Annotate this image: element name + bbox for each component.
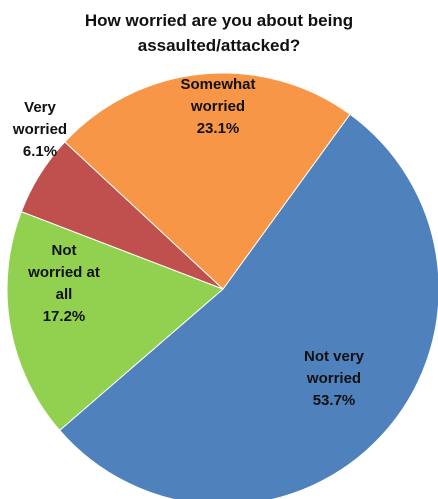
chart-title-line-2: assaulted/attacked? xyxy=(137,36,301,55)
label-not-worried-at-all-line-1: Not xyxy=(52,242,77,259)
label-not-worried-at-all: Not worried at all 17.2% xyxy=(27,242,100,325)
pie-labels: Not very worried 53.7% Not worried at all 17.2… xyxy=(12,76,365,409)
slice-somewhat-worried xyxy=(64,72,351,290)
label-somewhat-worried-line-1: Somewhat xyxy=(180,76,255,93)
slice-not-worried-at-all xyxy=(6,210,224,432)
label-not-very-worried: Not very worried 53.7% xyxy=(304,348,365,409)
label-very-worried-line-3: 6.1% xyxy=(23,143,57,160)
label-very-worried-line-2: worried xyxy=(12,121,67,138)
pie-slices xyxy=(6,72,438,499)
label-somewhat-worried-line-3: 23.1% xyxy=(197,120,240,137)
slice-not-very-worried xyxy=(58,113,438,499)
label-very-worried: Very worried 6.1% xyxy=(12,99,67,160)
label-not-very-worried-line-2: worried xyxy=(306,370,361,387)
label-somewhat-worried: Somewhat worried 23.1% xyxy=(180,76,255,137)
label-not-worried-at-all-line-2: worried at xyxy=(27,264,100,281)
label-not-very-worried-line-1: Not very xyxy=(304,348,365,365)
label-not-worried-at-all-line-3: all xyxy=(56,286,73,303)
chart-title-line-1: How worried are you about being xyxy=(84,11,354,30)
chart-title: How worried are you about being assaulte… xyxy=(0,8,438,58)
label-somewhat-worried-line-2: worried xyxy=(190,98,245,115)
label-not-worried-at-all-line-4: 17.2% xyxy=(43,308,86,325)
label-very-worried-line-1: Very xyxy=(24,99,56,116)
label-not-very-worried-line-3: 53.7% xyxy=(313,392,356,409)
